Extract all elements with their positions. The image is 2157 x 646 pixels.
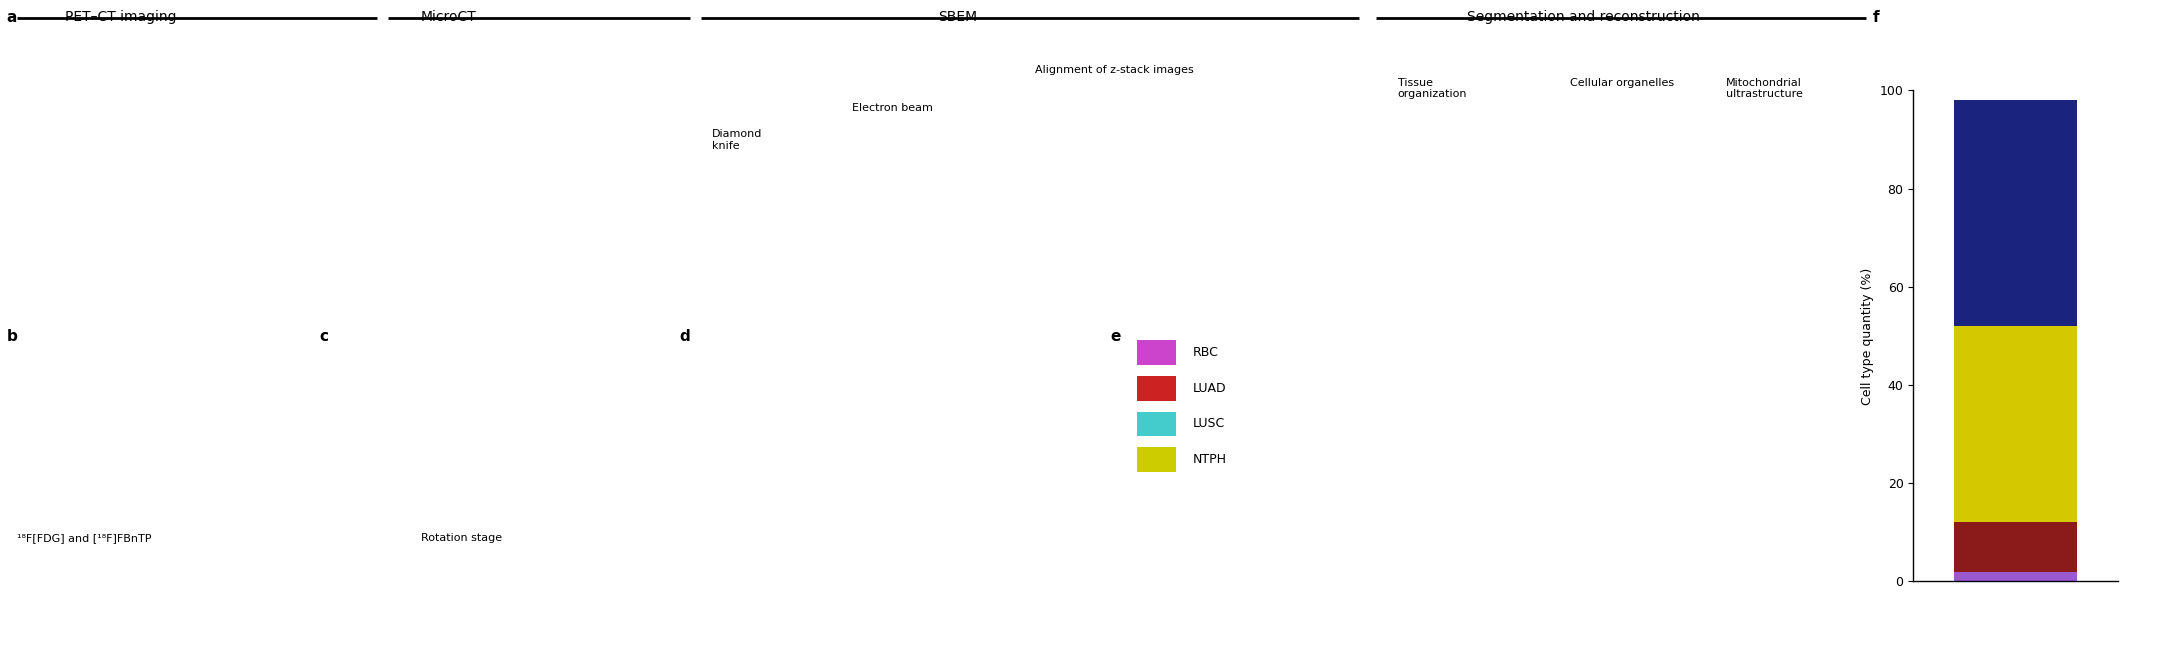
FancyBboxPatch shape: [1137, 447, 1176, 472]
Text: d: d: [679, 329, 690, 344]
Text: LUSC: LUSC: [1193, 417, 1225, 430]
Text: Tissue
organization: Tissue organization: [1398, 78, 1467, 99]
Text: Alignment of z-stack images: Alignment of z-stack images: [1035, 65, 1195, 74]
Text: b: b: [6, 329, 17, 344]
Text: ¹⁸F[FDG] and [¹⁸F]FBnTP: ¹⁸F[FDG] and [¹⁸F]FBnTP: [17, 533, 151, 543]
FancyBboxPatch shape: [1137, 412, 1176, 436]
Bar: [1954, 100, 2077, 326]
Text: Diamond
knife: Diamond knife: [712, 129, 761, 151]
Text: MicroCT: MicroCT: [421, 10, 477, 24]
Bar: [1954, 326, 2077, 523]
Text: a: a: [6, 10, 17, 25]
Bar: [1954, 572, 2077, 581]
Text: RBC: RBC: [1193, 346, 1219, 359]
Text: Segmentation and reconstruction: Segmentation and reconstruction: [1467, 10, 1700, 24]
FancyBboxPatch shape: [1137, 376, 1176, 401]
Text: Rotation stage: Rotation stage: [421, 533, 503, 543]
Text: Cellular organelles: Cellular organelles: [1570, 78, 1674, 87]
Text: Electron beam: Electron beam: [852, 103, 932, 113]
Text: NTPH: NTPH: [1193, 453, 1227, 466]
Text: PET–CT imaging: PET–CT imaging: [65, 10, 177, 24]
Text: LUAD: LUAD: [1193, 382, 1227, 395]
Text: e: e: [1111, 329, 1122, 344]
Text: SBEM: SBEM: [938, 10, 977, 24]
Text: f: f: [1872, 10, 1879, 25]
Bar: [1954, 523, 2077, 572]
FancyBboxPatch shape: [1137, 340, 1176, 365]
Text: c: c: [319, 329, 328, 344]
Y-axis label: Cell type quantity (%): Cell type quantity (%): [1861, 267, 1874, 404]
Text: Mitochondrial
ultrastructure: Mitochondrial ultrastructure: [1726, 78, 1803, 99]
